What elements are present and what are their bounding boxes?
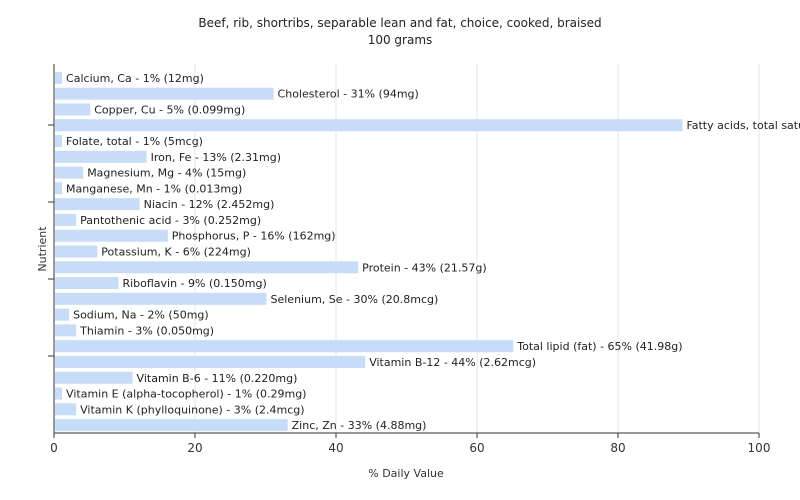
bar-8: [55, 198, 140, 211]
bar-label-0: Calcium, Ca - 1% (12mg): [66, 72, 204, 85]
bar-17: [55, 340, 514, 353]
bar-label-12: Protein - 43% (21.57g): [362, 261, 487, 274]
bar-18: [55, 355, 366, 368]
bar-label-8: Niacin - 12% (2.452mg): [144, 198, 275, 211]
bar-21: [55, 403, 77, 416]
bar-9: [55, 213, 77, 226]
x-tick-label-40: 40: [328, 441, 343, 455]
bar-label-16: Thiamin - 3% (0.050mg): [79, 324, 214, 337]
bar-7: [55, 182, 63, 195]
bar-15: [55, 308, 70, 321]
bar-19: [55, 371, 133, 384]
x-tick-label-100: 100: [748, 441, 771, 455]
bar-label-5: Iron, Fe - 13% (2.31mg): [151, 151, 281, 164]
bar-11: [55, 245, 98, 258]
bars: Calcium, Ca - 1% (12mg) Cholesterol - 31%…: [55, 71, 800, 432]
bar-label-17: Total lipid (fat) - 65% (41.98g): [516, 340, 682, 353]
bar-10: [55, 229, 168, 242]
bar-14: [55, 292, 267, 305]
x-tick-label-60: 60: [469, 441, 484, 455]
bar-label-4: Folate, total - 1% (5mcg): [66, 135, 203, 148]
bar-label-22: Zinc, Zn - 33% (4.88mg): [292, 419, 427, 432]
bar-label-6: Magnesium, Mg - 4% (15mg): [87, 167, 246, 180]
bar-label-11: Potassium, K - 6% (224mg): [101, 246, 251, 259]
bar-label-10: Phosphorus, P - 16% (162mg): [172, 230, 336, 243]
bar-label-14: Selenium, Se - 30% (20.8mcg): [271, 293, 439, 306]
chart-title: Beef, rib, shortribs, separable lean and…: [198, 16, 601, 30]
bar-4: [55, 135, 63, 148]
x-axis-ticks: 0 20 40 60 80 100: [50, 433, 770, 455]
bar-label-3: Fatty acids, total saturated - 89% (17.8…: [686, 119, 800, 132]
bar-label-20: Vitamin E (alpha-tocopherol) - 1% (0.29m…: [66, 388, 306, 401]
axes: [48, 64, 759, 434]
bar-5: [55, 150, 147, 163]
bar-16: [55, 324, 77, 337]
bar-12: [55, 261, 359, 274]
y-axis-label: Nutrient: [36, 226, 49, 272]
bar-2: [55, 103, 91, 116]
bar-label-2: Copper, Cu - 5% (0.099mg): [94, 103, 245, 116]
bar-label-9: Pantothenic acid - 3% (0.252mg): [80, 214, 261, 227]
bar-label-18: Vitamin B-12 - 44% (2.62mcg): [369, 356, 536, 369]
bar-22: [55, 419, 288, 432]
bar-label-13: Riboflavin - 9% (0.150mg): [122, 277, 266, 290]
x-axis-label: % Daily Value: [368, 467, 444, 480]
chart-subtitle: 100 grams: [368, 33, 433, 47]
bar-label-21: Vitamin K (phylloquinone) - 3% (2.4mcg): [80, 403, 304, 416]
bar-label-19: Vitamin B-6 - 11% (0.220mg): [137, 372, 298, 385]
bar-label-7: Manganese, Mn - 1% (0.013mg): [66, 182, 242, 195]
bar-label-15: Sodium, Na - 2% (50mg): [73, 309, 209, 322]
bar-0: [55, 71, 63, 84]
bar-20: [55, 387, 63, 400]
x-tick-label-80: 80: [610, 441, 625, 455]
bar-1: [55, 87, 274, 100]
bar-3: [55, 119, 683, 132]
bar-6: [55, 166, 84, 179]
bar-label-1: Cholesterol - 31% (94mg): [278, 88, 419, 101]
bar-13: [55, 277, 119, 290]
x-tick-label-20: 20: [187, 441, 202, 455]
x-tick-label-0: 0: [50, 441, 58, 455]
